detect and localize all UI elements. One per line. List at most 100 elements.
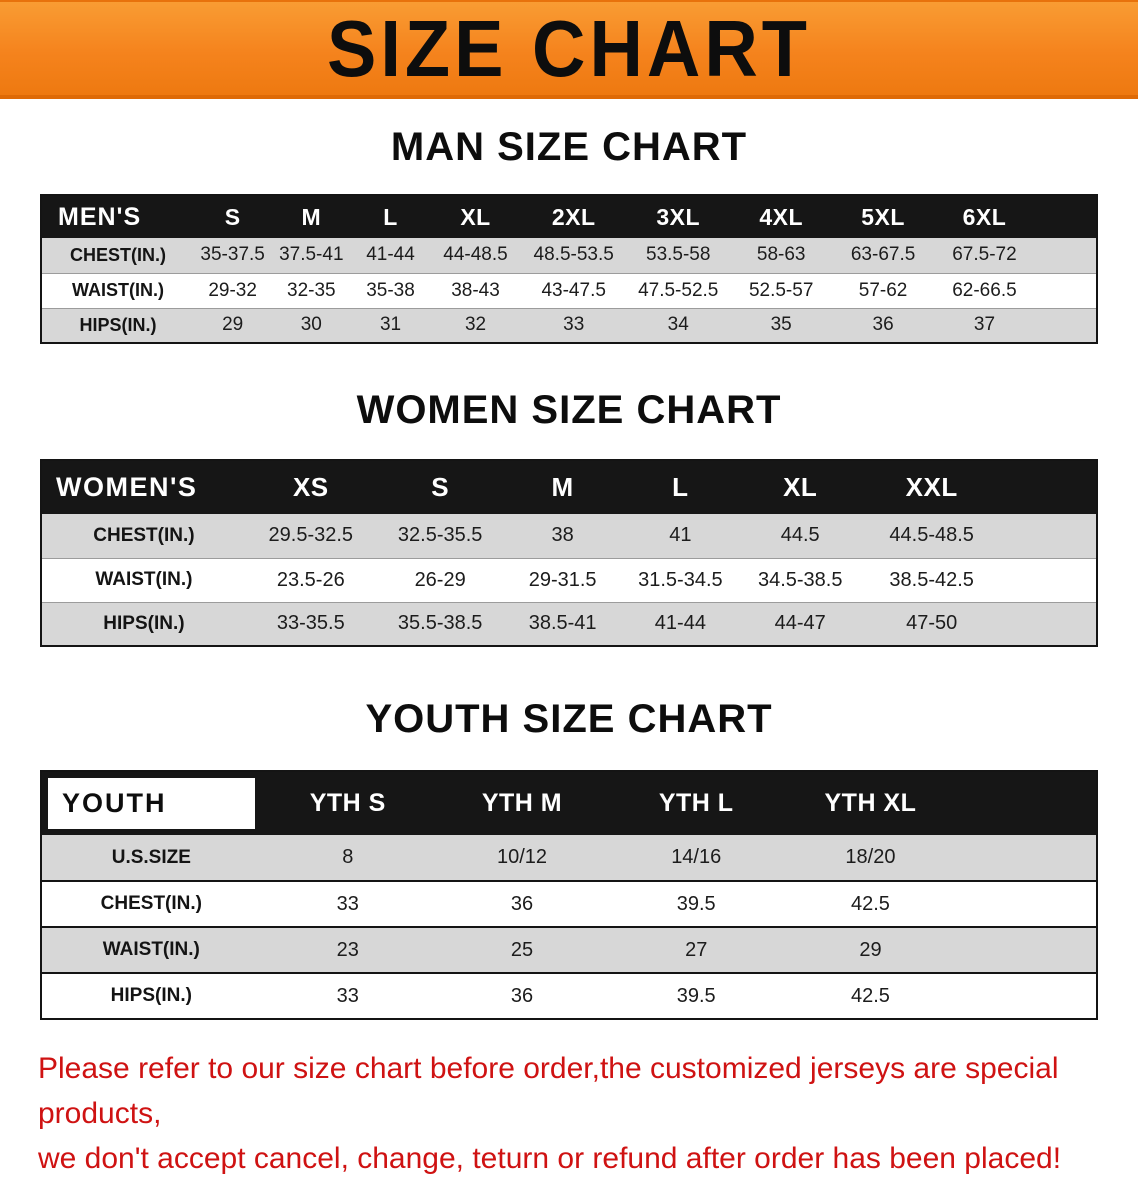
column-header: YTH S	[260, 771, 435, 835]
column-header: YTH XL	[783, 771, 958, 835]
men-size-table: MEN'S S M L XL 2XL 3XL 4XL 5XL 6XL CHEST…	[40, 194, 1098, 344]
size-cell: 14/16	[609, 835, 784, 882]
row-label: WAIST(IN.)	[41, 273, 195, 309]
women-section: WOMEN SIZE CHART WOMEN'S XS S M L XL XXL	[0, 388, 1138, 647]
size-cell: 33	[336, 984, 359, 1007]
filler-cell	[1034, 273, 1097, 309]
size-cell: 44.5-48.5	[860, 514, 1003, 559]
filler-cell	[1035, 308, 1097, 343]
table-row: CHEST(IN.) 29.5-32.5 32.5-35.5 38 41 44.…	[41, 514, 1097, 559]
men-header-row: MEN'S S M L XL 2XL 3XL 4XL 5XL 6XL	[41, 195, 1097, 238]
size-cell: 29	[783, 927, 958, 974]
table-row: CHEST(IN.) 35-37.5 37.5-41 41-44 44-48.5…	[41, 238, 1097, 274]
column-header: 4XL	[730, 195, 832, 238]
size-cell: 62-66.5	[934, 273, 1035, 309]
row-label: CHEST(IN.)	[41, 514, 246, 559]
row-label: WAIST(IN.)	[41, 927, 261, 974]
column-header: XS	[245, 460, 376, 514]
row-label: U.S.SIZE	[41, 835, 261, 882]
size-cell: 47-50	[906, 612, 958, 635]
size-cell: 53.5-58	[625, 238, 731, 274]
filler-cell	[1034, 238, 1097, 274]
youth-section: YOUTH SIZE CHART YOUTH YTH S YTH M YTH L…	[0, 697, 1138, 1020]
size-cell: 23	[260, 927, 435, 974]
filler-cell	[957, 835, 1097, 882]
disclaimer-line-1: Please refer to our size chart before or…	[38, 1052, 1059, 1130]
men-section: MAN SIZE CHART MEN'S S M L XL 2XL 3XL 4X…	[0, 125, 1138, 344]
table-row: HIPS(IN.) 33-35.5 35.5-38.5 38.5-41 41-4…	[41, 602, 1097, 646]
size-cell: 26-29	[375, 558, 505, 603]
women-table-title: WOMEN'S	[41, 460, 246, 514]
size-cell: 36	[510, 984, 534, 1007]
women-size-table: WOMEN'S XS S M L XL XXL CHEST(IN.) 29.5-…	[40, 459, 1098, 647]
youth-section-heading: YOUTH SIZE CHART	[365, 697, 773, 741]
size-cell: 41-44	[654, 612, 706, 635]
size-cell: 27	[609, 927, 784, 974]
filler-cell	[957, 771, 1097, 835]
column-header: 6XL	[934, 195, 1035, 238]
row-label: HIPS(IN.)	[103, 612, 185, 634]
size-cell: 47.5-52.5	[625, 273, 731, 309]
size-cell: 33-35.5	[276, 612, 345, 635]
size-cell: 38.5-41	[528, 612, 597, 635]
filler-cell	[1003, 602, 1097, 646]
size-cell: 35-37.5	[194, 238, 272, 274]
size-cell: 25	[434, 927, 610, 974]
size-cell: 32	[464, 314, 487, 336]
size-cell: 32-35	[271, 273, 352, 309]
size-cell: 35	[770, 314, 792, 336]
size-cell: 23.5-26	[245, 558, 376, 603]
table-row: U.S.SIZE 8 10/12 14/16 18/20	[41, 835, 1097, 882]
size-cell: 32.5-35.5	[375, 514, 505, 559]
disclaimer: Please refer to our size chart before or…	[38, 1046, 1100, 1181]
size-cell: 37.5-41	[271, 238, 352, 274]
filler-cell	[958, 973, 1097, 1019]
size-cell: 43-47.5	[521, 273, 626, 309]
column-header: YTH L	[609, 771, 784, 835]
disclaimer-line-2: we don't accept cancel, change, teturn o…	[38, 1142, 1062, 1175]
filler-cell	[1002, 514, 1097, 559]
row-label: HIPS(IN.)	[110, 985, 192, 1006]
size-cell: 36	[872, 314, 894, 336]
size-cell: 30	[300, 314, 322, 336]
women-section-heading: WOMEN SIZE CHART	[356, 388, 782, 432]
table-row: HIPS(IN.) 29 30 31 32 33 34 35 36 37	[41, 308, 1097, 343]
column-header: S	[375, 460, 505, 514]
size-cell: 29	[222, 314, 244, 336]
size-cell: 41-44	[351, 238, 430, 274]
size-cell: 42.5	[783, 881, 958, 928]
table-row: HIPS(IN.) 33 36 39.5 42.5	[41, 973, 1097, 1019]
youth-size-table: YOUTH YTH S YTH M YTH L YTH XL U.S.SIZE …	[40, 770, 1098, 1020]
size-cell: 63-67.5	[831, 238, 935, 274]
table-row: CHEST(IN.) 33 36 39.5 42.5	[41, 881, 1097, 928]
size-cell: 44-47	[774, 612, 826, 635]
size-cell: 37	[973, 314, 996, 336]
size-cell: 34.5-38.5	[740, 558, 861, 603]
women-header-row: WOMEN'S XS S M L XL XXL	[41, 460, 1097, 514]
size-cell: 67.5-72	[934, 238, 1035, 274]
size-cell: 41	[620, 514, 741, 559]
size-cell: 44.5	[740, 514, 861, 559]
size-cell: 42.5	[850, 984, 890, 1007]
column-header: XL	[740, 460, 861, 514]
men-table-title: MEN'S	[41, 195, 195, 238]
column-header: YTH M	[434, 771, 610, 835]
column-header: 2XL	[521, 195, 626, 238]
table-row: WAIST(IN.) 29-32 32-35 35-38 38-43 43-47…	[41, 273, 1097, 309]
size-cell: 8	[260, 835, 435, 882]
filler-cell	[1002, 460, 1097, 514]
size-cell: 29.5-32.5	[245, 514, 376, 559]
size-cell: 57-62	[831, 273, 935, 309]
column-header: 3XL	[625, 195, 731, 238]
column-header: XXL	[860, 460, 1003, 514]
size-cell: 29-32	[194, 273, 272, 309]
size-cell: 39.5	[676, 984, 716, 1007]
column-header: S	[194, 195, 272, 238]
banner: SIZE CHART	[0, 0, 1138, 99]
filler-cell	[957, 881, 1097, 928]
row-label: WAIST(IN.)	[41, 558, 246, 603]
size-cell: 39.5	[609, 881, 784, 928]
size-cell: 31	[379, 314, 402, 336]
size-cell: 36	[434, 881, 610, 928]
